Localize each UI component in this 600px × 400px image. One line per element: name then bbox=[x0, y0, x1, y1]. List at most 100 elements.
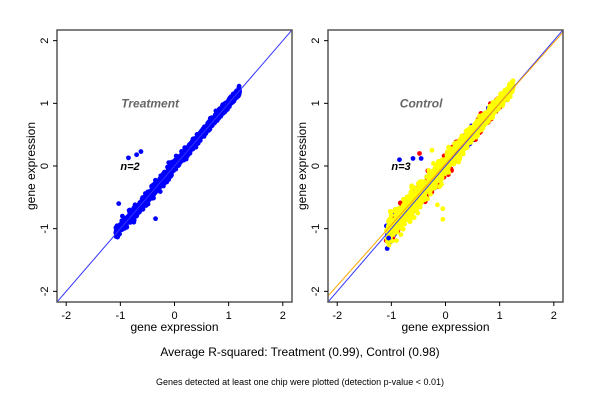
data-point bbox=[416, 183, 422, 189]
detection-footnote: Genes detected at least one chip were pl… bbox=[156, 377, 444, 387]
fit-line bbox=[328, 31, 563, 297]
data-point bbox=[211, 116, 217, 122]
y-tick-label: -2 bbox=[310, 286, 322, 296]
data-point bbox=[220, 103, 226, 109]
data-point bbox=[417, 179, 423, 185]
data-point bbox=[201, 131, 207, 137]
data-point bbox=[121, 215, 127, 221]
outlier-point bbox=[153, 216, 158, 222]
outlier-point bbox=[418, 156, 424, 161]
data-point bbox=[452, 141, 457, 147]
panel-title: Treatment bbox=[121, 96, 180, 110]
data-point bbox=[388, 216, 394, 222]
data-point bbox=[458, 137, 464, 143]
data-point bbox=[220, 109, 226, 115]
x-tick-label: 1 bbox=[497, 310, 503, 322]
plot-area bbox=[57, 30, 292, 302]
treatment-panel: -2 -1 0 1 2 -2 -1 0 1 2 gene expression gene expres… bbox=[24, 29, 293, 334]
data-point bbox=[402, 196, 408, 202]
data-point bbox=[409, 207, 415, 213]
identity-line bbox=[57, 30, 292, 302]
data-point bbox=[385, 240, 391, 246]
outlier-point bbox=[138, 149, 144, 154]
data-point bbox=[227, 101, 233, 106]
outlier-point bbox=[429, 147, 435, 153]
data-point bbox=[497, 96, 503, 101]
data-point bbox=[134, 212, 140, 218]
outlier-point bbox=[410, 156, 416, 161]
data-point bbox=[406, 198, 411, 203]
sample-count-label: n=2 bbox=[120, 161, 139, 173]
identity-line bbox=[328, 30, 563, 302]
data-point bbox=[399, 219, 405, 225]
data-point bbox=[128, 209, 134, 215]
x-tick-label: 0 bbox=[171, 310, 177, 322]
outlier-point bbox=[440, 206, 446, 212]
y-tick-label: 1 bbox=[39, 100, 51, 106]
panel-title: Control bbox=[400, 96, 443, 110]
data-point bbox=[402, 202, 408, 208]
x-tick-label: 2 bbox=[280, 310, 286, 322]
plot-area bbox=[328, 30, 563, 302]
data-point bbox=[434, 179, 440, 185]
data-point bbox=[394, 238, 399, 244]
data-point bbox=[393, 206, 398, 212]
data-point bbox=[415, 193, 421, 199]
outlier-point bbox=[434, 202, 440, 208]
sample-count-label: n=3 bbox=[391, 161, 410, 173]
outlier-point bbox=[417, 151, 422, 156]
r-squared-caption: Average R-squared: Treatment (0.99), Con… bbox=[160, 345, 439, 359]
data-point bbox=[407, 219, 413, 225]
data-point bbox=[137, 200, 143, 206]
outlier-point bbox=[397, 157, 402, 163]
data-point bbox=[151, 192, 157, 198]
data-point bbox=[437, 184, 442, 190]
y-tick-label: 2 bbox=[39, 38, 51, 44]
data-point bbox=[444, 152, 450, 158]
data-point bbox=[422, 190, 428, 196]
data-point bbox=[445, 164, 450, 169]
series-replicate-pairs bbox=[113, 83, 242, 240]
y-axis-title: gene expression bbox=[24, 122, 38, 210]
x-tick-label: 1 bbox=[226, 310, 232, 322]
data-point bbox=[463, 132, 469, 138]
y-axis-title: gene expression bbox=[295, 122, 309, 210]
y-tick-label: -1 bbox=[310, 224, 322, 234]
data-point bbox=[451, 146, 456, 152]
data-point bbox=[400, 226, 406, 232]
y-tick-label: 1 bbox=[310, 100, 322, 106]
x-tick-label: 0 bbox=[442, 310, 448, 322]
data-point bbox=[429, 176, 434, 181]
data-point bbox=[423, 196, 429, 201]
data-point bbox=[176, 160, 182, 165]
y-tick-label: -1 bbox=[39, 224, 51, 234]
data-point bbox=[436, 161, 442, 167]
data-point bbox=[398, 232, 404, 238]
data-point bbox=[431, 161, 436, 166]
outlier-point bbox=[440, 216, 446, 222]
data-point bbox=[476, 120, 482, 125]
data-point bbox=[411, 215, 417, 221]
data-point bbox=[179, 149, 184, 154]
outlier-point bbox=[116, 201, 122, 207]
data-point bbox=[467, 139, 473, 145]
x-tick-label: -2 bbox=[332, 310, 342, 322]
y-tick-label: 2 bbox=[310, 38, 322, 44]
data-point bbox=[411, 185, 417, 190]
x-tick-label: -1 bbox=[115, 310, 125, 322]
y-tick-label: 0 bbox=[39, 163, 51, 169]
y-tick-label: 0 bbox=[310, 163, 322, 169]
data-point bbox=[131, 219, 137, 225]
data-point bbox=[457, 141, 463, 147]
data-point bbox=[385, 231, 391, 237]
data-point bbox=[422, 179, 427, 185]
data-point bbox=[388, 213, 394, 218]
control-panel: -2 -1 0 1 2 -2 -1 0 1 2 gene expression gene expres… bbox=[295, 29, 564, 334]
data-point bbox=[418, 187, 424, 193]
x-axis-title: gene expression bbox=[130, 320, 218, 334]
outlier-point bbox=[386, 235, 392, 241]
data-point bbox=[157, 181, 163, 187]
x-tick-label: 2 bbox=[551, 310, 557, 322]
data-point bbox=[161, 172, 167, 178]
